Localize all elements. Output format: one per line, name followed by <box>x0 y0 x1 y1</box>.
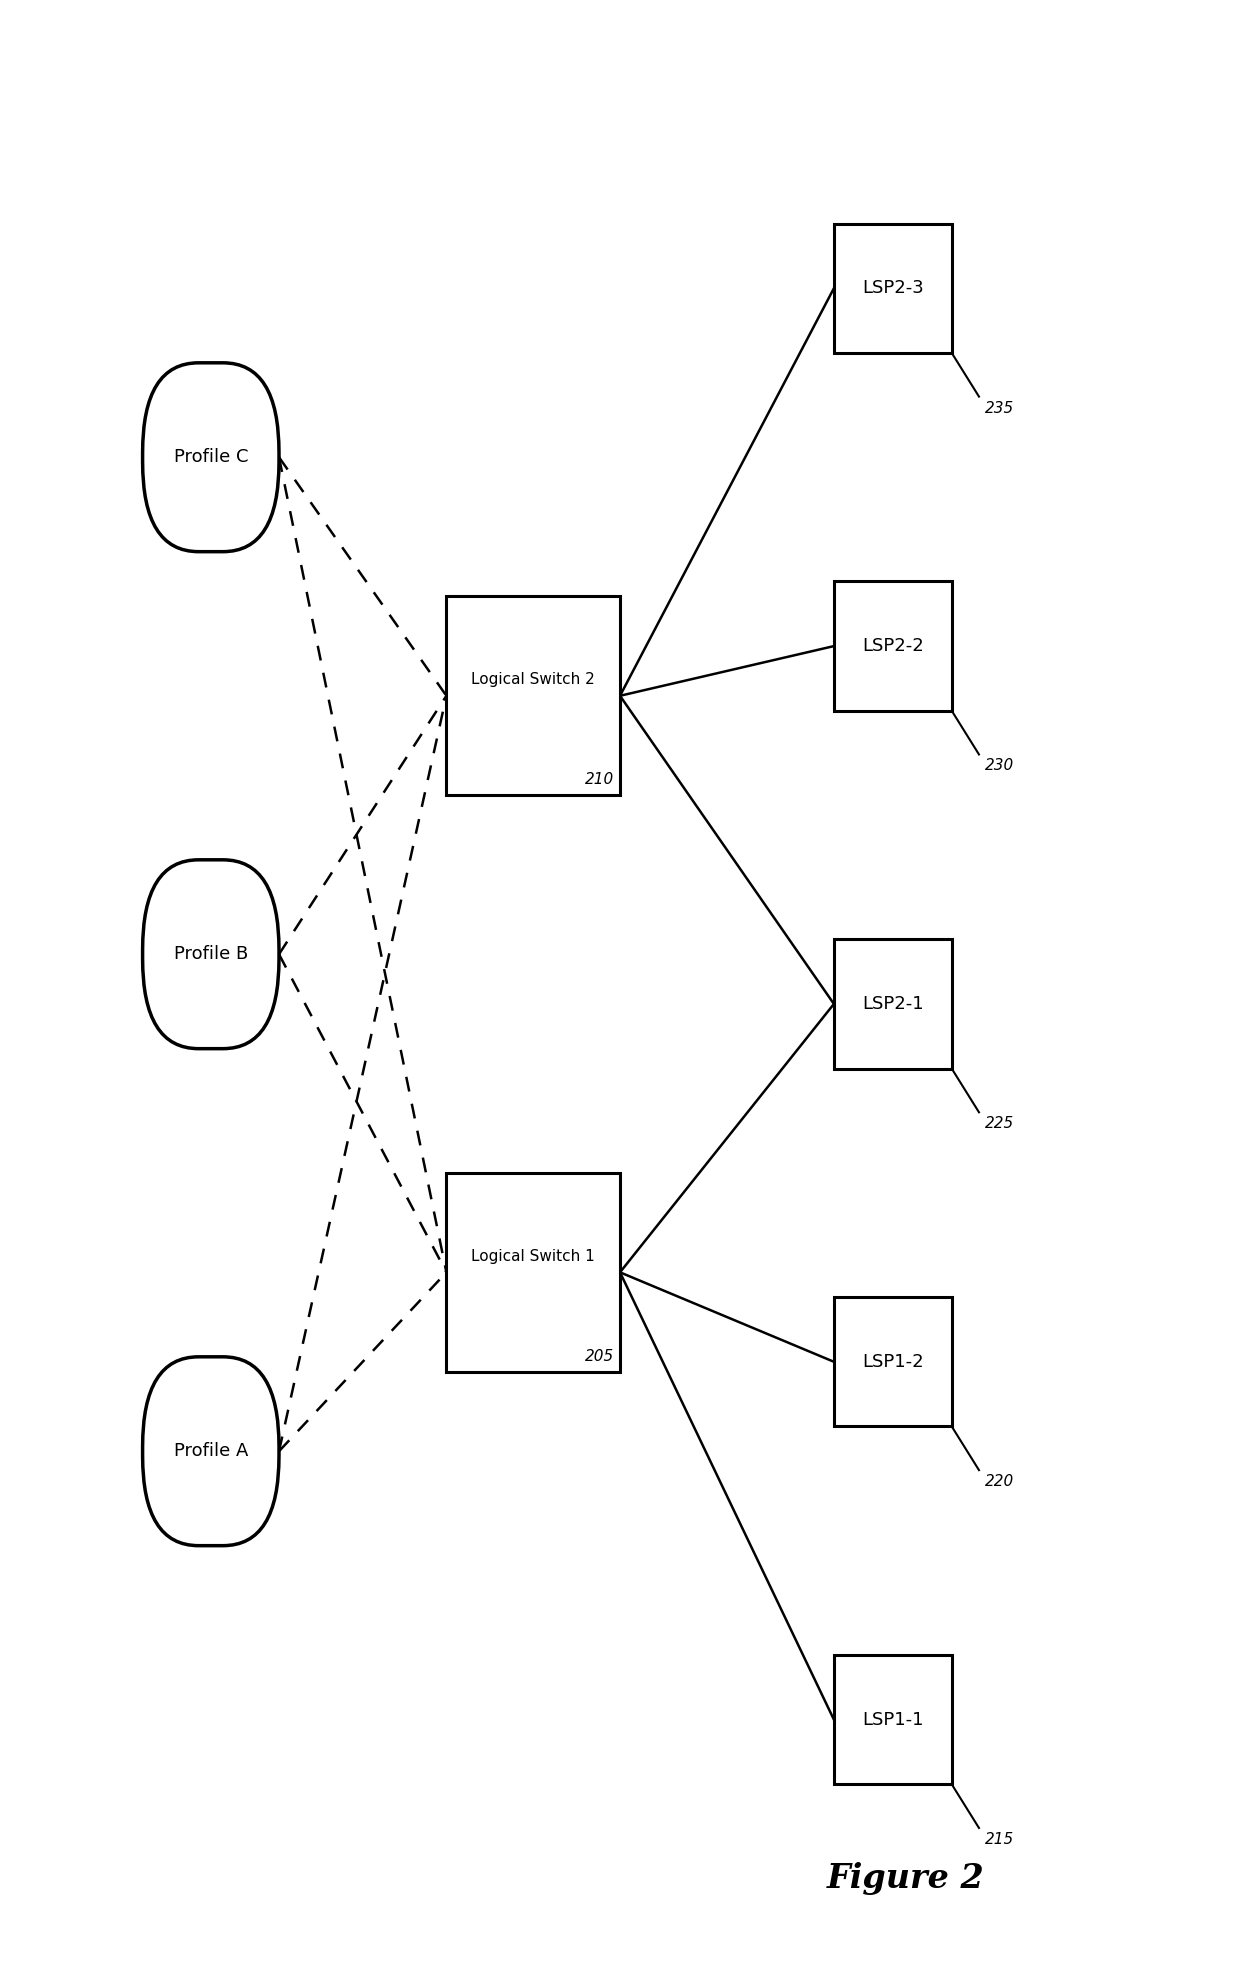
Text: Profile A: Profile A <box>174 1441 248 1461</box>
FancyBboxPatch shape <box>143 859 279 1048</box>
Text: Figure 2: Figure 2 <box>826 1863 985 1895</box>
Text: LSP1-1: LSP1-1 <box>862 1710 924 1730</box>
Bar <box>833 223 952 352</box>
Text: Logical Switch 2: Logical Switch 2 <box>471 672 595 688</box>
Text: 210: 210 <box>584 771 614 787</box>
Bar <box>833 1654 952 1785</box>
FancyBboxPatch shape <box>143 362 279 551</box>
Text: 225: 225 <box>985 1115 1014 1131</box>
Text: LSP1-2: LSP1-2 <box>862 1352 924 1372</box>
Text: Profile C: Profile C <box>174 447 248 467</box>
Bar <box>446 596 620 795</box>
Text: Profile B: Profile B <box>174 944 248 964</box>
Bar <box>833 1298 952 1427</box>
Text: 215: 215 <box>985 1833 1014 1847</box>
Text: Logical Switch 1: Logical Switch 1 <box>471 1248 595 1264</box>
Text: LSP2-2: LSP2-2 <box>862 636 924 656</box>
Text: 205: 205 <box>584 1348 614 1364</box>
Text: 230: 230 <box>985 757 1014 773</box>
Text: LSP2-1: LSP2-1 <box>862 994 924 1014</box>
Bar <box>833 580 952 710</box>
Bar <box>446 1173 620 1372</box>
FancyBboxPatch shape <box>143 1356 279 1547</box>
Bar <box>833 938 952 1068</box>
Text: 220: 220 <box>985 1475 1014 1489</box>
Text: 235: 235 <box>985 402 1014 415</box>
Text: LSP2-3: LSP2-3 <box>862 278 924 298</box>
